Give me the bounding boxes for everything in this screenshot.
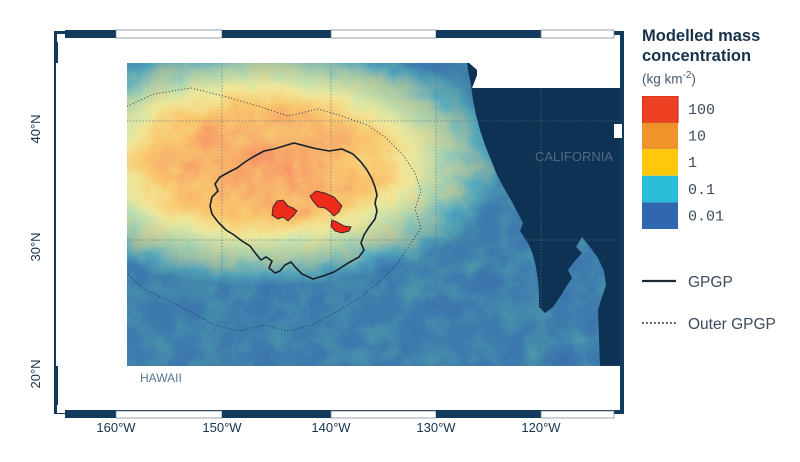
svg-text:30°N: 30°N — [28, 232, 43, 261]
svg-text:0.01: 0.01 — [688, 208, 724, 225]
svg-text:1: 1 — [688, 155, 697, 172]
svg-text:120°W: 120°W — [521, 420, 561, 435]
svg-text:150°W: 150°W — [202, 420, 242, 435]
svg-text:0.1: 0.1 — [688, 182, 715, 199]
svg-text:Outer GPGP: Outer GPGP — [688, 316, 776, 333]
svg-text:100: 100 — [688, 102, 715, 119]
svg-text:130°W: 130°W — [416, 420, 456, 435]
svg-text:GPGP: GPGP — [688, 274, 733, 291]
svg-text:20°N: 20°N — [28, 359, 43, 388]
svg-text:140°W: 140°W — [311, 420, 351, 435]
svg-text:160°W: 160°W — [96, 420, 136, 435]
svg-text:10: 10 — [688, 129, 706, 146]
svg-text:40°N: 40°N — [28, 114, 43, 143]
